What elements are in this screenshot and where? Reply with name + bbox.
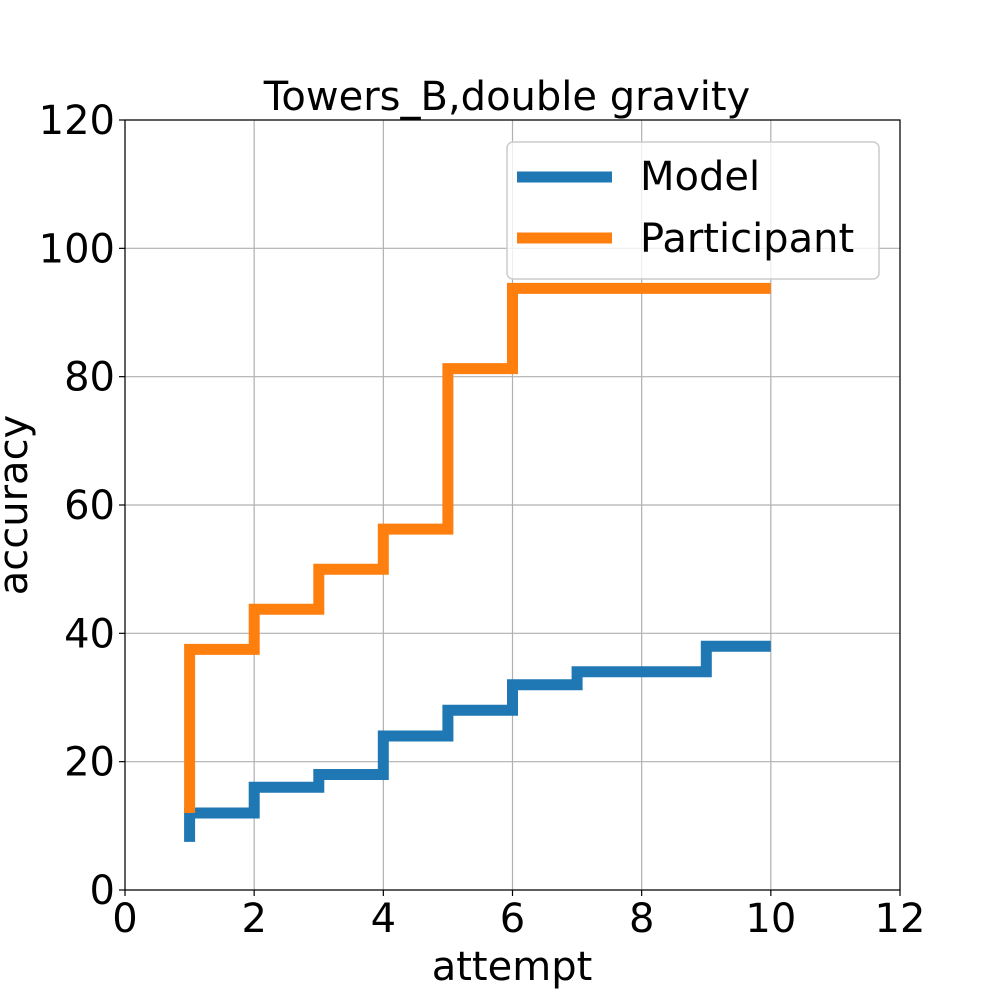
series-line-model bbox=[184, 640, 771, 842]
y-tick-label: 120 bbox=[39, 98, 115, 144]
x-tick-label: 4 bbox=[371, 896, 396, 942]
y-tick-label: 0 bbox=[90, 868, 115, 914]
y-tick-label: 100 bbox=[39, 226, 115, 272]
legend-label-model: Model bbox=[640, 154, 760, 200]
legend: Model Participant bbox=[506, 141, 880, 280]
x-axis-label: attempt bbox=[432, 944, 593, 990]
chart-title: Towers_B,double gravity bbox=[263, 74, 750, 120]
y-axis-label: accuracy bbox=[0, 415, 37, 595]
legend-label-participant: Participant bbox=[640, 216, 854, 262]
x-tick-label: 10 bbox=[745, 896, 796, 942]
x-tick-label: 12 bbox=[875, 896, 926, 942]
y-tick-label: 80 bbox=[64, 355, 115, 401]
series-line-participant bbox=[184, 282, 771, 813]
series-layer bbox=[184, 282, 771, 842]
y-tick-label: 20 bbox=[64, 740, 115, 786]
x-tick-label: 0 bbox=[112, 896, 137, 942]
x-tick-label: 6 bbox=[500, 896, 525, 942]
y-tick-label: 60 bbox=[64, 483, 115, 529]
x-tick-label: 2 bbox=[241, 896, 266, 942]
x-tick-label: 8 bbox=[629, 896, 654, 942]
y-tick-label: 40 bbox=[64, 611, 115, 657]
